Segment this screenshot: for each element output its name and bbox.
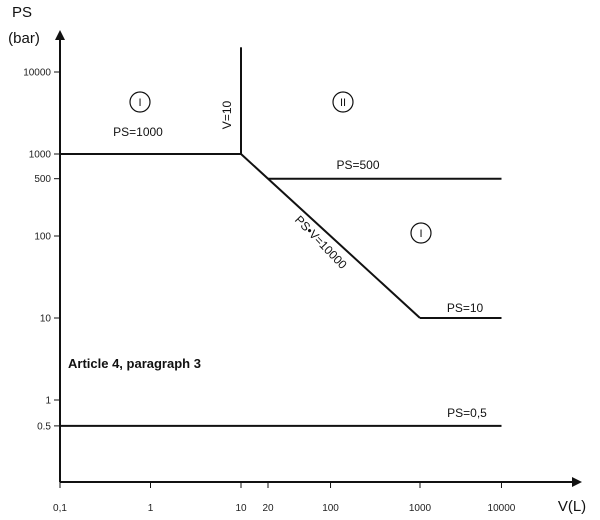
series-label-ps-500: PS=500 (336, 158, 379, 172)
labels-layer: PS=1000 V=10 PS•V=10000 PS=500 PS=10 PS=0,5 (113, 100, 487, 420)
x-axis-title: V(L) (558, 498, 586, 515)
ticks-layer: 0,1 1 10 20 100 1000 10000 0.5 1 10 100 500 1000 1000… (23, 68, 516, 515)
regions-layer: I III (130, 92, 431, 243)
x-tick-label-10000: 10000 (488, 503, 516, 514)
x-tick-label-20: 20 (262, 503, 274, 514)
annotation-article-4: Article 4, paragraph 3 (68, 356, 201, 371)
series-label-ps-1000: PS=1000 (113, 125, 163, 139)
y-tick-label-500: 500 (34, 174, 51, 185)
series-label-ps-0-5: PS=0,5 (447, 406, 487, 420)
y-tick-label-10000: 10000 (23, 68, 51, 79)
x-tick-label-0-1: 0,1 (53, 503, 67, 514)
series-label-ps-v-10000: PS•V=10000 (292, 213, 350, 272)
series-label-v-10: V=10 (220, 100, 234, 129)
y-tick-label-1: 1 (45, 396, 51, 407)
region-label-3: I (419, 228, 422, 240)
y-tick-label-10: 10 (40, 314, 52, 325)
y-axis-title-line1: PS (12, 4, 32, 21)
y-tick-label-100: 100 (34, 232, 51, 243)
region-label-2: II (340, 97, 346, 109)
x-tick-label-10: 10 (235, 503, 247, 514)
y-tick-label-0-5: 0.5 (37, 421, 51, 432)
series-label-ps-10: PS=10 (447, 301, 484, 315)
x-tick-label-100: 100 (322, 503, 339, 514)
x-tick-label-1000: 1000 (409, 503, 432, 514)
region-label-1: I (138, 97, 141, 109)
y-axis-title-line2: (bar) (8, 30, 40, 47)
y-tick-label-1000: 1000 (29, 150, 52, 161)
x-tick-label-1: 1 (148, 503, 154, 514)
